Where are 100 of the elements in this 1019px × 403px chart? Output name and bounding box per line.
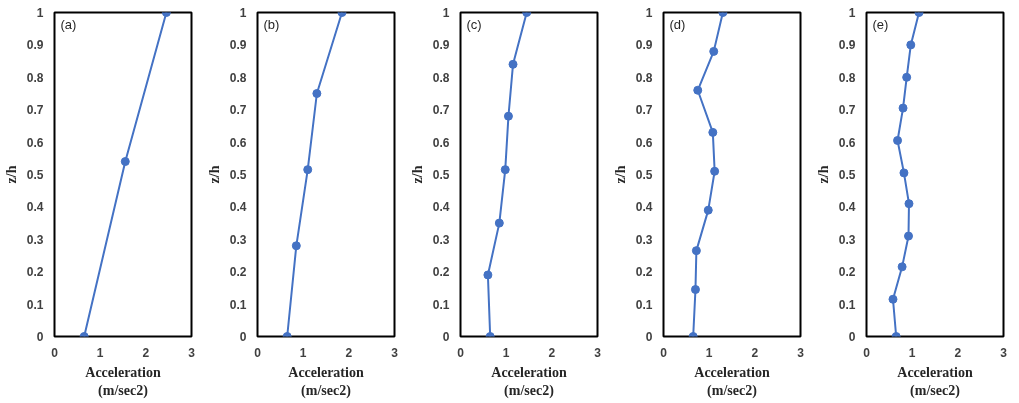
point: [708, 127, 718, 137]
y-axis-title: z/h: [815, 165, 831, 184]
point: [690, 285, 700, 295]
y-tick-label: 0: [239, 330, 247, 344]
point: [120, 157, 130, 167]
y-tick-label: 0.3: [635, 232, 653, 247]
y-tick-label: 0.4: [229, 200, 247, 215]
x-tick-label: 2: [142, 345, 150, 360]
x-tick-label: 2: [548, 345, 556, 360]
point: [303, 165, 313, 175]
y-tick-label: 0.9: [26, 38, 44, 53]
y-tick-label: 0.9: [635, 38, 653, 53]
x-axis-title: Acceleration (m/sec2): [897, 364, 973, 399]
x-tick-label: 1: [502, 345, 510, 360]
point: [904, 199, 914, 209]
y-tick-label: 0.3: [26, 232, 44, 247]
y-axis-title: z/h: [612, 165, 628, 184]
x-tick-label: 1: [908, 345, 916, 360]
x-tick-label: 3: [797, 345, 805, 360]
point: [902, 72, 912, 82]
y-tick-label: 0: [848, 330, 856, 344]
x-tick-label: 0: [863, 345, 871, 360]
y-tick-label: 0.2: [635, 265, 653, 280]
y-tick-label: 0.1: [26, 297, 44, 312]
y-tick-label: 0.1: [635, 297, 653, 312]
x-tick-label: 3: [594, 345, 602, 360]
point: [693, 85, 703, 95]
y-tick-label: 1: [848, 6, 856, 20]
y-tick-label: 0.9: [838, 38, 856, 53]
x-tick-label: 1: [299, 345, 307, 360]
point: [494, 218, 504, 228]
y-tick-label: 0.1: [229, 297, 247, 312]
y-tick-label: 0.4: [838, 200, 856, 215]
y-tick-label: 0.7: [432, 103, 450, 118]
y-tick-label: 0: [36, 330, 44, 344]
y-tick-label: 0.7: [26, 103, 44, 118]
y-tick-label: 0.4: [26, 200, 44, 215]
y-tick-label: 0.8: [26, 70, 44, 85]
y-tick-label: 0.1: [432, 297, 450, 312]
point: [899, 168, 909, 178]
y-tick-label: 0.5: [229, 168, 247, 182]
y-tick-label: 0.7: [838, 103, 856, 118]
x-tick-label: 0: [51, 345, 59, 360]
x-tick-label: 0: [457, 345, 465, 360]
y-tick-label: 0.5: [432, 168, 450, 182]
y-tick-label: 0.5: [635, 168, 653, 182]
y-tick-label: 0.7: [635, 103, 653, 118]
y-tick-label: 0: [442, 330, 450, 344]
x-axis-title: Acceleration (m/sec2): [694, 364, 770, 399]
annotation: (b): [263, 16, 280, 32]
y-tick-label: 0.5: [26, 168, 44, 182]
y-tick-label: 0.4: [432, 200, 450, 215]
x-tick-label: 3: [188, 345, 196, 360]
y-tick-label: 0.3: [229, 232, 247, 247]
y-tick-label: 1: [239, 6, 247, 20]
point: [897, 262, 907, 272]
y-tick-label: 0.2: [229, 265, 247, 280]
y-tick-label: 0.2: [838, 265, 856, 280]
point: [709, 46, 719, 56]
y-tick-label: 0.4: [635, 200, 653, 215]
y-tick-label: 0.6: [229, 135, 247, 150]
y-axis-title: z/h: [3, 165, 19, 184]
y-tick-label: 0.9: [229, 38, 247, 53]
point: [893, 135, 903, 145]
x-tick-label: 0: [660, 345, 668, 360]
x-tick-label: 1: [705, 345, 713, 360]
point: [291, 241, 301, 251]
y-tick-label: 0.6: [838, 135, 856, 150]
y-tick-label: 0.3: [838, 232, 856, 247]
annotation: (e): [872, 16, 889, 32]
y-tick-label: 0.8: [229, 70, 247, 85]
y-tick-label: 0.2: [432, 265, 450, 280]
point: [503, 111, 513, 121]
x-axis-title: Acceleration (m/sec2): [85, 364, 161, 399]
point: [691, 246, 701, 256]
point: [710, 166, 720, 176]
y-tick-label: 0.6: [26, 135, 44, 150]
point: [312, 89, 322, 98]
y-tick-label: 0.6: [432, 135, 450, 150]
y-tick-label: 0.1: [838, 297, 856, 312]
y-tick-label: 1: [442, 6, 450, 20]
x-tick-label: 2: [345, 345, 353, 360]
point: [906, 40, 916, 50]
y-tick-label: 1: [645, 6, 653, 20]
x-tick-label: 2: [751, 345, 759, 360]
point: [904, 231, 914, 241]
point: [703, 205, 713, 215]
y-tick-label: 0.7: [229, 103, 247, 118]
point: [898, 103, 908, 113]
y-tick-label: 0.2: [26, 265, 44, 280]
y-tick-label: 0.6: [635, 135, 653, 150]
y-tick-label: 0.8: [432, 70, 450, 85]
y-tick-label: 0.9: [432, 38, 450, 53]
x-tick-label: 2: [954, 345, 962, 360]
x-tick-label: 1: [96, 345, 104, 360]
y-tick-label: 0: [645, 330, 653, 344]
annotation: (c): [466, 16, 482, 32]
x-tick-label: 3: [1000, 345, 1008, 360]
y-tick-label: 0.3: [432, 232, 450, 247]
annotation: (d): [669, 16, 686, 32]
